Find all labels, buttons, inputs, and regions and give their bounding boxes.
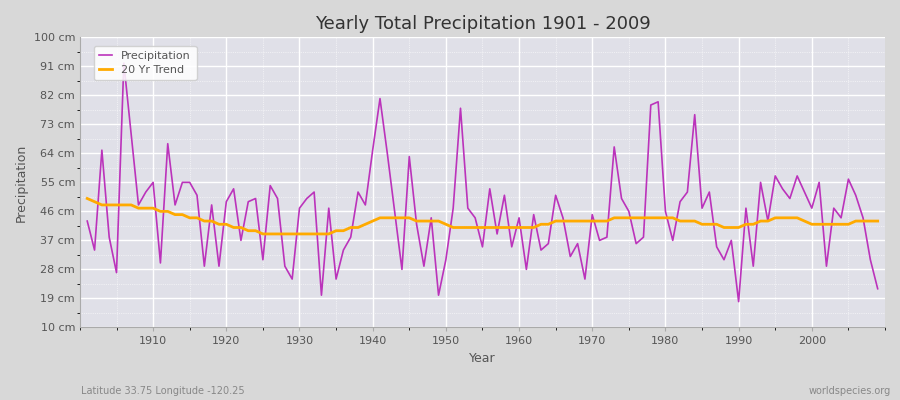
20 Yr Trend (257, 232, 268, 236)
20 Yr Trend (521, 225, 532, 230)
20 Yr Trend (872, 219, 883, 224)
Precipitation (521, 267, 532, 272)
Precipitation (309, 190, 320, 194)
Precipitation (119, 61, 130, 66)
Title: Yearly Total Precipitation 1901 - 2009: Yearly Total Precipitation 1901 - 2009 (315, 15, 651, 33)
Precipitation (82, 219, 93, 224)
20 Yr Trend (82, 196, 93, 201)
Precipitation (608, 144, 619, 149)
Text: Latitude 33.75 Longitude -120.25: Latitude 33.75 Longitude -120.25 (81, 386, 245, 396)
Precipitation (872, 286, 883, 291)
20 Yr Trend (140, 206, 151, 210)
Precipitation (514, 216, 525, 220)
Line: 20 Yr Trend: 20 Yr Trend (87, 198, 878, 234)
Precipitation (734, 299, 744, 304)
Y-axis label: Precipitation: Precipitation (15, 143, 28, 222)
20 Yr Trend (353, 225, 364, 230)
Legend: Precipitation, 20 Yr Trend: Precipitation, 20 Yr Trend (94, 46, 196, 80)
Line: Precipitation: Precipitation (87, 63, 878, 302)
X-axis label: Year: Year (469, 352, 496, 365)
20 Yr Trend (309, 232, 320, 236)
Text: worldspecies.org: worldspecies.org (809, 386, 891, 396)
20 Yr Trend (608, 216, 619, 220)
20 Yr Trend (514, 225, 525, 230)
Precipitation (353, 190, 364, 194)
Precipitation (148, 180, 158, 185)
